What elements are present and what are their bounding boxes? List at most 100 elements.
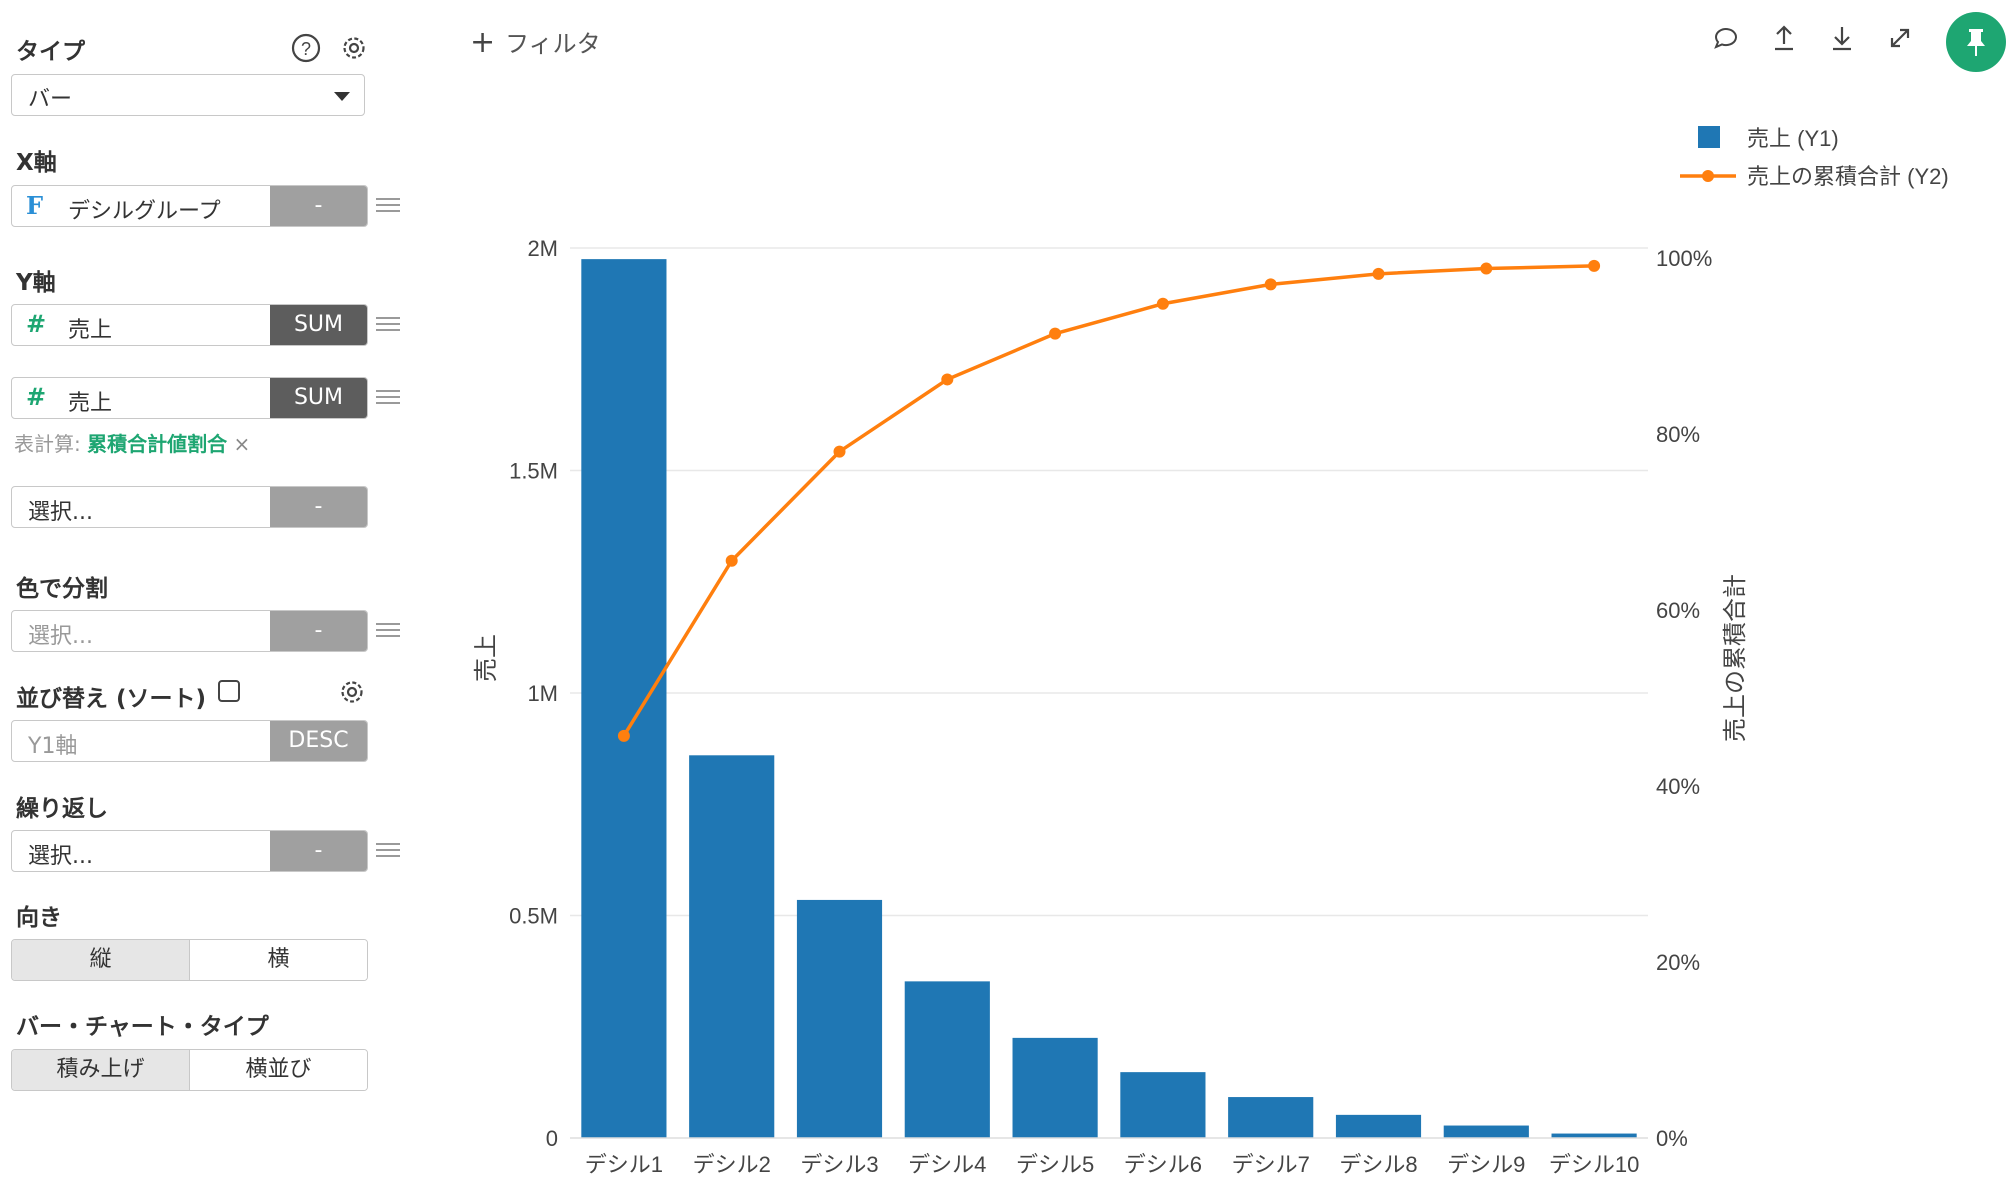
- line-point: [1372, 267, 1385, 280]
- bar-type-toggle: 積み上げ 横並び: [11, 1049, 368, 1091]
- y1-tick-label: 1.5M: [509, 459, 558, 484]
- drag-handle-icon[interactable]: [376, 386, 400, 408]
- drag-handle-icon[interactable]: [376, 194, 400, 216]
- line-point: [1588, 259, 1601, 272]
- line-point: [833, 445, 846, 458]
- chart-type-value: バー: [28, 87, 73, 112]
- type-title: タイプ: [16, 39, 85, 65]
- gear-icon[interactable]: [338, 32, 370, 64]
- y2-tick-label: 40%: [1656, 774, 1700, 799]
- y-axis-title: Y軸: [16, 270, 56, 296]
- y1-axis-label: 売上: [473, 634, 500, 682]
- line-point: [1156, 297, 1169, 310]
- x-axis-aggregation-button[interactable]: -: [270, 186, 367, 226]
- bar: [1551, 1133, 1637, 1138]
- x-tick-label: デシル9: [1447, 1152, 1525, 1177]
- chart-type-select[interactable]: バー: [11, 74, 365, 116]
- function-icon: F: [26, 191, 44, 220]
- x-tick-label: デシル6: [1124, 1152, 1202, 1177]
- chart-settings-panel: タイプ ? バー X軸 F デシルグループ - Y軸 # 売上 SUM # 売上…: [0, 0, 420, 1188]
- y1-tick-label: 0.5M: [509, 904, 558, 929]
- sort-placeholder: Y1軸: [28, 734, 78, 759]
- drag-handle-icon[interactable]: [376, 313, 400, 335]
- table-calculation-link[interactable]: 累積合計値割合: [87, 432, 228, 456]
- svg-text:?: ?: [301, 39, 311, 59]
- y1-tick-label: 0: [546, 1126, 558, 1151]
- y2-tick-label: 20%: [1656, 950, 1700, 975]
- bar: [1443, 1125, 1529, 1138]
- plus-icon: +: [470, 25, 496, 60]
- color-split-placeholder: 選択...: [28, 624, 93, 649]
- line-point: [1480, 262, 1493, 275]
- y1-tick-label: 2M: [527, 236, 558, 261]
- help-icon[interactable]: ?: [290, 32, 322, 64]
- drag-handle-icon[interactable]: [376, 839, 400, 861]
- number-icon: #: [26, 383, 47, 411]
- y-axis-field-2[interactable]: # 売上 SUM: [11, 377, 368, 419]
- orientation-vertical-option[interactable]: 縦: [12, 940, 189, 980]
- remove-calculation-icon[interactable]: ×: [233, 432, 251, 456]
- legend-swatch-point: [1702, 170, 1714, 182]
- orientation-title: 向き: [16, 905, 62, 931]
- bar: [689, 755, 775, 1138]
- drag-handle-icon[interactable]: [376, 619, 400, 641]
- repeat-aggregation-button[interactable]: -: [270, 831, 367, 871]
- color-split-field[interactable]: 選択... -: [11, 610, 368, 652]
- table-calculation-note: 表計算: 累積合計値割合 ×: [14, 428, 250, 457]
- chevron-down-icon: [334, 92, 350, 101]
- color-split-aggregation-button[interactable]: -: [270, 611, 367, 651]
- y2-axis-label: 売上の累積合計: [1722, 574, 1749, 742]
- filter-label: フィルタ: [505, 30, 601, 58]
- sort-field[interactable]: Y1軸 DESC: [11, 720, 368, 762]
- download-icon[interactable]: [1826, 22, 1858, 54]
- add-filter-button[interactable]: + フィルタ: [470, 24, 601, 60]
- bar: [1228, 1097, 1314, 1138]
- number-icon: #: [26, 310, 47, 338]
- y-axis-field-1-aggregation-button[interactable]: SUM: [270, 305, 367, 345]
- y-axis-field-1[interactable]: # 売上 SUM: [11, 304, 368, 346]
- y-axis-field-1-name: 売上: [68, 318, 113, 343]
- line-point: [725, 554, 738, 567]
- bar: [1335, 1114, 1422, 1138]
- y-axis-field-2-aggregation-button[interactable]: SUM: [270, 378, 367, 418]
- bar: [1120, 1072, 1206, 1138]
- x-tick-label: デシル4: [908, 1152, 986, 1177]
- y-axis-add-placeholder: 選択...: [28, 500, 93, 525]
- y-axis-field-2-name: 売上: [68, 391, 113, 416]
- x-tick-label: デシル1: [585, 1152, 663, 1177]
- comment-icon[interactable]: [1710, 22, 1742, 54]
- sort-order-button[interactable]: DESC: [270, 721, 367, 761]
- x-tick-label: デシル10: [1549, 1152, 1639, 1177]
- orientation-horizontal-option[interactable]: 横: [189, 940, 367, 980]
- bar-type-stacked-option[interactable]: 積み上げ: [12, 1050, 189, 1090]
- upload-icon[interactable]: [1768, 22, 1800, 54]
- y2-tick-label: 60%: [1656, 598, 1700, 623]
- y1-tick-label: 1M: [527, 681, 558, 706]
- x-tick-label: デシル8: [1339, 1152, 1417, 1177]
- bar: [581, 259, 667, 1138]
- x-tick-label: デシル2: [693, 1152, 771, 1177]
- repeat-field[interactable]: 選択... -: [11, 830, 368, 872]
- axes: 0 0.5M 1M 1.5M 2M 0% 20% 40% 60% 80% 100% 売上 売上の累積合計…: [473, 236, 1749, 1177]
- grid-lines: [570, 247, 1648, 917]
- line-point: [1049, 327, 1062, 340]
- x-axis-title: X軸: [16, 150, 57, 176]
- bar-type-side-by-side-option[interactable]: 横並び: [189, 1050, 367, 1090]
- sort-checkbox[interactable]: [218, 680, 240, 702]
- gear-icon[interactable]: [336, 676, 368, 708]
- pin-button[interactable]: [1946, 12, 2006, 72]
- legend-label-line: 売上の累積合計 (Y2): [1747, 164, 1949, 189]
- y-axis-add-aggregation-button[interactable]: -: [270, 487, 367, 527]
- pin-icon: [1967, 29, 1985, 56]
- pareto-chart: 0 0.5M 1M 1.5M 2M 0% 20% 40% 60% 80% 100% 売上 売上の累積合計…: [473, 126, 1949, 1177]
- y-axis-add-field[interactable]: 選択... -: [11, 486, 368, 528]
- orientation-toggle: 縦 横: [11, 939, 368, 981]
- x-axis-field-name: デシルグループ: [68, 199, 221, 224]
- expand-icon[interactable]: [1884, 22, 1916, 54]
- y2-tick-label: 0%: [1656, 1126, 1688, 1151]
- table-calculation-label: 表計算:: [14, 432, 81, 456]
- line-point: [941, 373, 954, 386]
- x-tick-label: デシル3: [800, 1152, 878, 1177]
- line-point: [1264, 278, 1277, 291]
- x-axis-field[interactable]: F デシルグループ -: [11, 185, 368, 227]
